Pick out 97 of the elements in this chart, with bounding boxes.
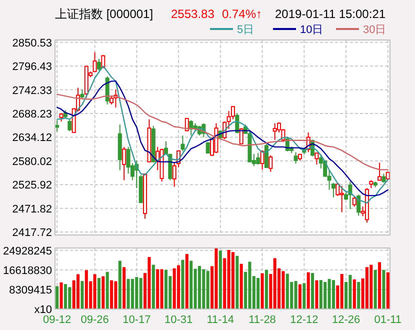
bar xyxy=(294,281,298,309)
legend-item: 10日 xyxy=(273,24,324,36)
bar xyxy=(114,281,118,309)
bar xyxy=(256,278,260,309)
y-tick-label: 2471.82 xyxy=(12,203,52,216)
legend-item: 30日 xyxy=(336,24,386,36)
y-tick-label: 8309415 xyxy=(9,284,52,296)
bar xyxy=(68,287,72,309)
bar xyxy=(118,260,122,309)
bar xyxy=(282,271,285,309)
text: 2019-01-11 15:00:21 xyxy=(275,7,386,21)
bar xyxy=(386,272,390,309)
bar xyxy=(172,268,176,309)
text: 0.74%↑ xyxy=(222,7,262,21)
x-tick-label: 01-11 xyxy=(374,314,402,326)
bar xyxy=(206,270,210,309)
bar xyxy=(177,265,180,309)
bar xyxy=(352,279,356,309)
bar xyxy=(202,269,206,309)
bar xyxy=(236,256,239,309)
legend-item: 5日 xyxy=(210,24,254,36)
bar xyxy=(218,250,222,309)
bar xyxy=(106,272,109,309)
bar xyxy=(80,281,84,309)
bar xyxy=(231,252,234,309)
bar xyxy=(315,280,318,309)
x-tick-label: 11-14 xyxy=(206,314,234,326)
bar xyxy=(382,270,386,309)
legend-label: 10日 xyxy=(300,24,324,36)
y-tick-label: 2850.53 xyxy=(12,37,52,50)
bar xyxy=(248,262,252,309)
bar xyxy=(76,274,80,309)
bar xyxy=(273,258,276,309)
bar xyxy=(110,280,114,309)
legend-label: 5日 xyxy=(237,24,254,36)
bar xyxy=(240,264,243,309)
y-tick-label: 16618830 xyxy=(3,264,52,277)
x-tick-label: 09-12 xyxy=(43,314,72,326)
bar xyxy=(264,270,268,309)
bar xyxy=(122,267,126,309)
chart-title: 上证指数 [000001] xyxy=(55,7,154,21)
bar xyxy=(340,274,344,309)
x-tick-label: 12-12 xyxy=(290,314,318,326)
bar xyxy=(97,278,100,309)
y-tick-label: 2688.23 xyxy=(12,108,52,121)
bar xyxy=(181,260,184,309)
y-tick-label: 2742.33 xyxy=(12,84,52,97)
bar xyxy=(214,248,218,309)
x-tick-label: 10-17 xyxy=(122,314,151,326)
bar xyxy=(148,257,151,309)
x-tick-label: 12-26 xyxy=(332,314,360,326)
bar xyxy=(126,278,130,309)
legend-label: 30日 xyxy=(363,24,386,36)
bar xyxy=(306,272,310,309)
bar xyxy=(190,260,193,309)
bar xyxy=(164,270,168,309)
bar xyxy=(311,273,314,309)
y-tick-label: 2796.43 xyxy=(12,61,52,74)
y-tick-label: 2634.12 xyxy=(12,132,52,144)
x-tick-label: 11-28 xyxy=(248,314,276,326)
bar xyxy=(298,284,302,309)
bar xyxy=(139,278,142,309)
x-tick-label: 09-26 xyxy=(80,314,109,326)
bar xyxy=(64,284,67,309)
bar xyxy=(152,264,155,309)
bar xyxy=(324,282,327,309)
bar xyxy=(378,262,382,309)
bar xyxy=(160,269,164,309)
y-tick-label: 24928245 xyxy=(3,245,52,258)
x-tick-label: 10-31 xyxy=(164,314,193,326)
bar xyxy=(185,254,188,309)
bar xyxy=(302,283,306,309)
bar xyxy=(93,274,96,309)
y-tick-label: 2525.92 xyxy=(12,180,52,192)
y-tick-label: 2580.02 xyxy=(12,156,52,168)
bar xyxy=(198,266,201,309)
bar xyxy=(260,273,264,309)
bar xyxy=(135,277,138,309)
y-tick-label: 2417.72 xyxy=(12,227,52,240)
bar xyxy=(328,278,331,309)
bar xyxy=(332,280,335,309)
bar xyxy=(227,250,230,309)
bar xyxy=(84,270,88,309)
bar xyxy=(156,269,160,309)
bar xyxy=(102,276,105,309)
y-tick-label: x10 xyxy=(34,304,52,316)
bar xyxy=(56,286,59,309)
bar xyxy=(370,264,373,309)
bar xyxy=(130,278,134,309)
bar xyxy=(357,282,360,309)
text: 2553.83 xyxy=(171,7,215,21)
bar xyxy=(348,274,352,309)
bar xyxy=(286,274,289,309)
bar xyxy=(365,267,368,309)
bar xyxy=(60,282,63,309)
bar xyxy=(319,280,322,309)
bar xyxy=(374,270,377,309)
